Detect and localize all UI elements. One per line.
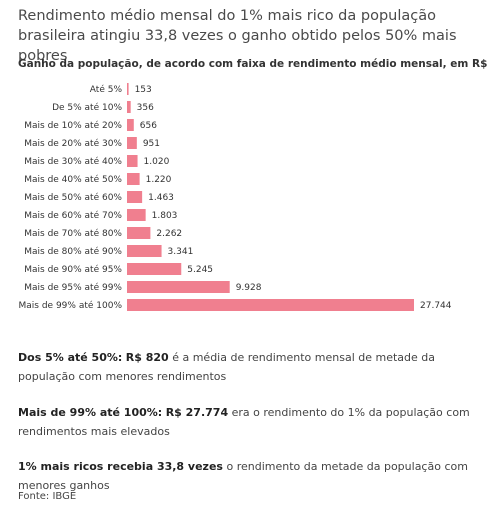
headline: Rendimento médio mensal do 1% mais rico … — [18, 8, 457, 64]
category-label: Mais de 99% até 100% — [19, 300, 123, 311]
bar — [127, 227, 151, 239]
note-median: Dos 5% até 50%: R$ 820 é a média de rend… — [18, 348, 488, 386]
value-label: 656 — [140, 121, 157, 131]
bar — [127, 119, 134, 131]
value-label: 1.803 — [152, 211, 178, 221]
category-label: Mais de 90% até 95% — [24, 264, 122, 275]
value-label: 5.245 — [187, 265, 213, 275]
bar — [127, 209, 146, 221]
bar — [127, 83, 129, 95]
note-median-text: é a média de rendimento mensal de metade… — [18, 351, 435, 383]
note-ratio-text: o rendimento da metade da população com … — [18, 460, 468, 492]
value-label: 1.463 — [148, 193, 174, 203]
note-median-lead: Dos 5% até 50%: — [18, 351, 123, 364]
note-median-highlight: R$ 820 — [125, 351, 169, 364]
bar — [127, 245, 162, 257]
category-label: Mais de 70% até 80% — [24, 228, 122, 239]
value-label: 2.262 — [156, 229, 182, 239]
note-ratio-lead: 1% mais ricos recebia 33,8 vezes — [18, 460, 223, 473]
note-top-lead: Mais de 99% até 100%: — [18, 406, 163, 419]
category-label: Mais de 60% até 70% — [24, 210, 122, 221]
value-label: 1.020 — [144, 157, 170, 167]
bar — [127, 101, 131, 113]
bar — [127, 191, 143, 203]
value-label: 951 — [143, 139, 160, 149]
value-label: 27.744 — [420, 301, 452, 311]
bar — [127, 155, 138, 167]
bar — [127, 299, 414, 311]
bar — [127, 263, 182, 275]
category-label: Mais de 30% até 40% — [24, 156, 122, 167]
source: Fonte: IBGE — [18, 491, 77, 502]
category-label: Mais de 40% até 50% — [24, 174, 122, 185]
note-ratio: 1% mais ricos recebia 33,8 vezes o rendi… — [18, 457, 488, 495]
category-label: Mais de 10% até 20% — [24, 120, 122, 131]
value-label: 3.341 — [168, 247, 194, 257]
category-label: Mais de 95% até 99% — [24, 282, 122, 293]
value-label: 9.928 — [236, 283, 262, 293]
bar — [127, 173, 140, 185]
category-label: De 5% até 10% — [52, 102, 122, 113]
category-label: Mais de 20% até 30% — [24, 138, 122, 149]
chart-title: Ganho da população, de acordo com faixa … — [18, 58, 488, 70]
note-top-text: era o rendimento do 1% da população com … — [18, 406, 470, 438]
value-label: 1.220 — [146, 175, 172, 185]
value-label: 153 — [135, 85, 152, 95]
bar-chart: Até 5% 153 De 5% até 10% 356 Mais de 10% até… — [19, 83, 452, 311]
note-top: Mais de 99% até 100%: R$ 27.774 era o re… — [18, 403, 488, 441]
category-label: Até 5% — [90, 84, 123, 95]
bar — [127, 137, 137, 149]
note-top-highlight: R$ 27.774 — [165, 406, 229, 419]
category-label: Mais de 80% até 90% — [24, 246, 122, 257]
category-label: Mais de 50% até 60% — [24, 192, 122, 203]
bar — [127, 281, 230, 293]
value-label: 356 — [137, 103, 154, 113]
